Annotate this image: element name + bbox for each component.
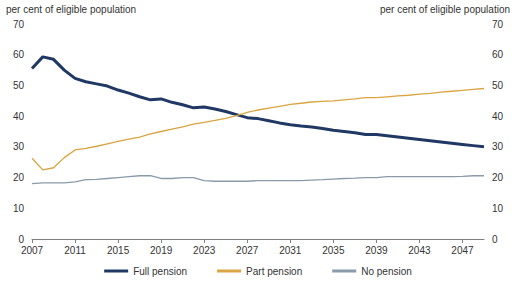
svg-text:40: 40	[13, 111, 25, 122]
svg-text:2027: 2027	[236, 245, 259, 256]
svg-text:2047: 2047	[451, 245, 474, 256]
svg-text:per cent of eligible populatio: per cent of eligible population	[380, 4, 510, 15]
svg-text:30: 30	[492, 141, 504, 152]
svg-text:70: 70	[13, 19, 25, 30]
svg-text:60: 60	[492, 49, 504, 60]
svg-text:0: 0	[18, 234, 24, 245]
svg-text:70: 70	[492, 19, 504, 30]
svg-text:20: 20	[13, 172, 25, 183]
svg-text:No pension: No pension	[361, 266, 412, 277]
svg-text:40: 40	[492, 111, 504, 122]
svg-text:60: 60	[13, 49, 25, 60]
svg-text:2015: 2015	[107, 245, 130, 256]
svg-text:Part pension: Part pension	[246, 266, 302, 277]
svg-text:20: 20	[492, 172, 504, 183]
svg-text:10: 10	[13, 203, 25, 214]
svg-text:2039: 2039	[365, 245, 388, 256]
svg-text:0: 0	[492, 234, 498, 245]
svg-text:2043: 2043	[408, 245, 431, 256]
svg-text:10: 10	[492, 203, 504, 214]
svg-text:50: 50	[492, 80, 504, 91]
svg-text:2023: 2023	[193, 245, 216, 256]
svg-text:30: 30	[13, 141, 25, 152]
svg-text:per cent of eligible populatio: per cent of eligible population	[6, 4, 136, 15]
svg-text:2007: 2007	[21, 245, 44, 256]
svg-text:2031: 2031	[279, 245, 302, 256]
svg-text:2035: 2035	[322, 245, 345, 256]
svg-text:2011: 2011	[64, 245, 86, 256]
svg-text:2019: 2019	[150, 245, 173, 256]
svg-text:Full pension: Full pension	[133, 266, 187, 277]
svg-text:50: 50	[13, 80, 25, 91]
